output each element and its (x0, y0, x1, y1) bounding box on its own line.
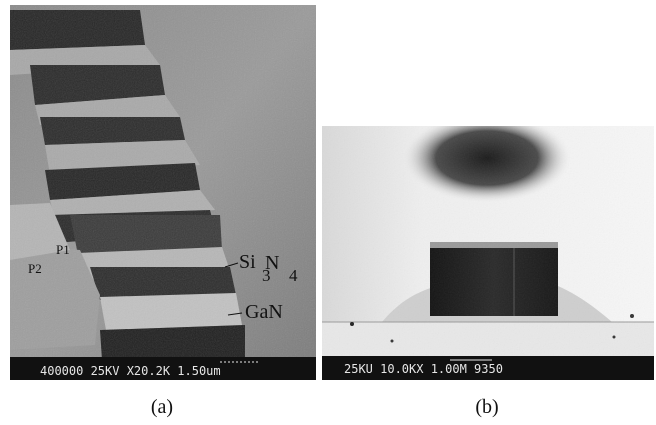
label-si3n4: Si 3 N 4 (239, 251, 298, 285)
scale-bar-text-b: 25KU 10.0KX 1.00M 9350 (344, 362, 503, 376)
data-bar-a (10, 357, 316, 380)
svg-text:Si: Si (239, 251, 256, 273)
svg-text:4: 4 (289, 266, 298, 285)
label-gan: GaN (245, 301, 283, 323)
scale-bar-text-a: 400000 25KV X20.2K 1.50um (40, 364, 221, 378)
sem-image-b: 25KU 10.0KX 1.00M 9350 (322, 126, 654, 380)
sem-image-b-graphic: 25KU 10.0KX 1.00M 9350 (322, 126, 654, 380)
sem-image-a-graphic: P1 P2 Si 3 N 4 GaN 400000 25KV X20.2K 1.… (10, 5, 316, 380)
label-p2: P2 (28, 261, 42, 276)
sem-image-a: P1 P2 Si 3 N 4 GaN 400000 25KV X20.2K 1.… (10, 5, 316, 380)
label-p1: P1 (56, 242, 70, 257)
svg-text:N: N (265, 252, 279, 274)
svg-text:3: 3 (262, 266, 271, 285)
caption-b: (b) (475, 396, 499, 418)
caption-a: (a) (150, 396, 174, 418)
